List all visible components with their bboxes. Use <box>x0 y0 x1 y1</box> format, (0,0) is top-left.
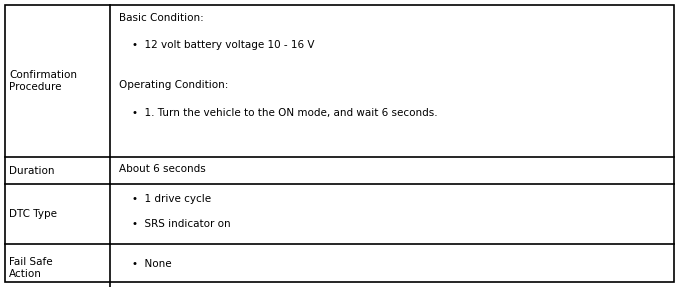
Text: Basic Condition:: Basic Condition: <box>120 13 204 23</box>
Text: •  12 volt battery voltage 10 - 16 V: • 12 volt battery voltage 10 - 16 V <box>120 40 315 50</box>
Text: •  1 drive cycle: • 1 drive cycle <box>120 194 212 204</box>
Text: About 6 seconds: About 6 seconds <box>120 164 206 174</box>
Text: Fail Safe
Action: Fail Safe Action <box>9 257 53 279</box>
Text: DTC Type: DTC Type <box>9 209 57 219</box>
Text: •  1. Turn the vehicle to the ON mode, and wait 6 seconds.: • 1. Turn the vehicle to the ON mode, an… <box>120 108 438 118</box>
Text: Duration: Duration <box>9 166 54 175</box>
Text: •  None: • None <box>120 259 172 269</box>
Text: Confirmation
Procedure: Confirmation Procedure <box>9 70 77 92</box>
Text: •  SRS indicator on: • SRS indicator on <box>120 219 231 229</box>
Text: Operating Condition:: Operating Condition: <box>120 80 229 90</box>
